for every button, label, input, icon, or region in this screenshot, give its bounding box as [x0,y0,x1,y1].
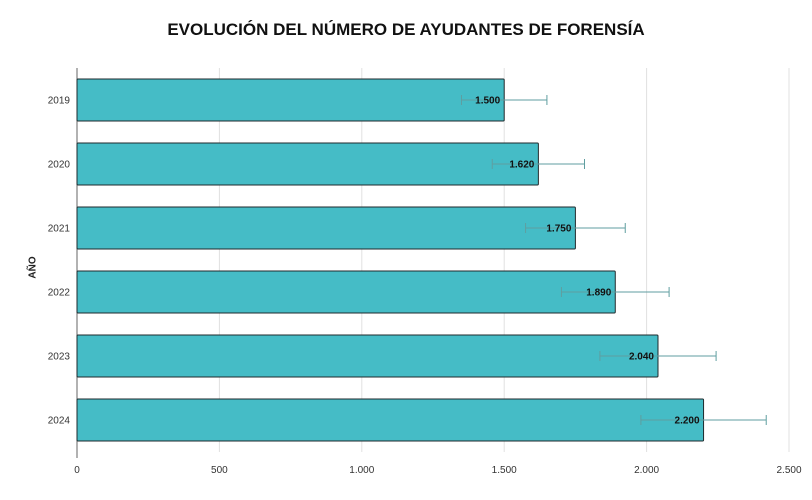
chart-title: EVOLUCIÓN DEL NÚMERO DE AYUDANTES DE FOR… [167,20,645,39]
bar-2022 [76,270,616,314]
x-tick-label: 500 [211,465,228,476]
x-tick-label: 2.000 [634,465,659,476]
x-tick-label: 0 [74,465,80,476]
data-label: 1.500 [475,96,500,107]
data-label: 1.890 [586,288,611,299]
bar-2024 [76,398,705,442]
y-tick-label: 2023 [48,352,71,363]
x-tick-label: 1.500 [492,465,517,476]
bar-2021 [76,206,576,250]
data-label: 1.620 [509,160,534,171]
data-label: 1.750 [546,224,571,235]
bar-2020 [76,142,539,186]
y-tick-label: 2019 [48,96,71,107]
bar-2019 [76,78,505,122]
y-tick-label: 2020 [48,160,71,171]
data-label: 2.040 [629,352,654,363]
data-label: 2.200 [675,416,700,427]
y-tick-label: 2022 [48,288,71,299]
y-tick-label: 2024 [48,416,71,427]
bar-2023 [76,334,659,378]
y-tick-label: 2021 [48,224,71,235]
x-tick-label: 1.000 [349,465,374,476]
x-tick-label: 2.500 [776,465,801,476]
